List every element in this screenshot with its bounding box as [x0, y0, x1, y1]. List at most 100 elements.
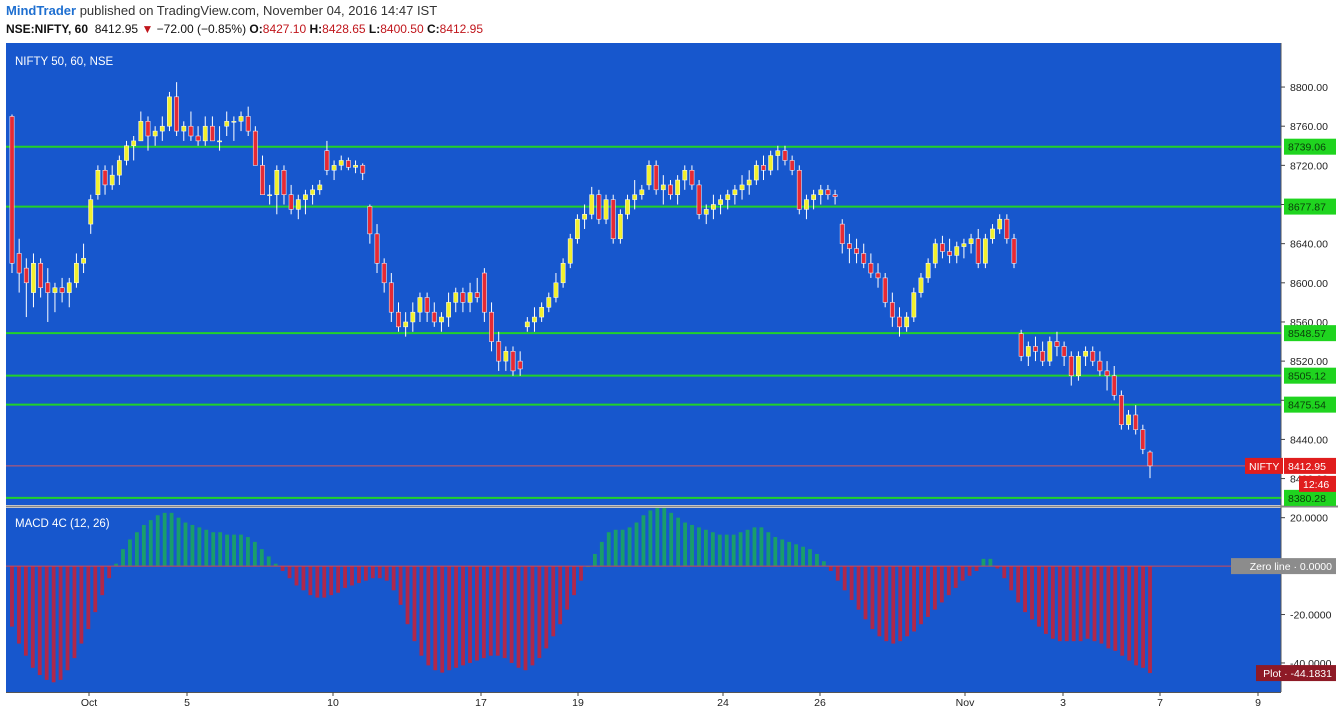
- candle: [174, 82, 180, 136]
- macd-bar: [86, 566, 91, 630]
- candle: [281, 165, 287, 205]
- candle: [1068, 351, 1074, 386]
- time-axis[interactable]: [6, 692, 1281, 714]
- author-link[interactable]: MindTrader: [6, 3, 77, 18]
- macd-bar: [204, 529, 209, 567]
- macd-tick-label: 20.0000: [1290, 513, 1328, 525]
- macd-bar: [211, 532, 216, 567]
- macd-bar: [169, 512, 174, 567]
- candle-body: [145, 121, 151, 137]
- candle-body: [252, 130, 258, 166]
- candle: [1140, 424, 1146, 455]
- candle-body: [854, 248, 859, 254]
- candle: [431, 302, 437, 327]
- macd-bar: [808, 549, 812, 567]
- candle-body: [1061, 346, 1067, 357]
- candle: [746, 170, 752, 195]
- plot-tag-text: Plot · -44.1831: [1263, 668, 1332, 680]
- candle: [345, 157, 351, 171]
- candle-body: [625, 199, 630, 215]
- candle-body: [310, 189, 316, 195]
- macd-bar: [287, 566, 292, 579]
- candle: [818, 184, 824, 205]
- candle: [832, 189, 838, 205]
- macd-bar: [905, 566, 910, 637]
- macd-bar: [801, 546, 805, 567]
- macd-bar: [10, 566, 14, 627]
- candle-body: [610, 199, 616, 240]
- candle-body: [1118, 395, 1124, 425]
- candle-body: [539, 307, 545, 318]
- candle: [560, 258, 566, 288]
- macd-bar: [766, 532, 771, 567]
- candle: [918, 273, 924, 298]
- candle-body: [303, 194, 308, 200]
- candle: [532, 307, 537, 332]
- candle-body: [596, 194, 602, 220]
- zero-line-tag-text: Zero line · 0.0000: [1250, 561, 1332, 573]
- candle-body: [660, 184, 666, 191]
- candle: [839, 219, 845, 254]
- open-label: O:: [249, 22, 263, 36]
- candle: [1047, 336, 1053, 367]
- time-tick-label: 17: [475, 697, 487, 709]
- candle-body: [954, 246, 960, 256]
- macd-bar: [370, 566, 375, 579]
- candle: [109, 165, 115, 190]
- candle-body: [367, 206, 373, 235]
- candle-body: [453, 292, 459, 303]
- candle-body: [124, 145, 129, 161]
- level-tag-1-bg: [1284, 198, 1336, 215]
- candle-body: [159, 125, 165, 132]
- candle: [582, 204, 587, 229]
- macd-bar: [794, 544, 799, 567]
- candle: [990, 224, 995, 244]
- macd-bar: [877, 566, 882, 637]
- candle: [947, 238, 952, 264]
- candle: [925, 258, 931, 283]
- macd-bar: [606, 532, 611, 567]
- macd-bar: [835, 566, 840, 581]
- candle-body: [1126, 414, 1131, 425]
- candle: [854, 238, 859, 264]
- ohlc-legend: NSE:NIFTY, 60 8412.95 ▼ −72.00 (−0.85%) …: [6, 22, 483, 36]
- candle-body: [1076, 355, 1081, 377]
- macd-bar: [79, 566, 84, 644]
- macd-bar: [44, 566, 49, 680]
- candle-body: [532, 316, 537, 323]
- candle-body: [675, 179, 681, 195]
- macd-bar: [988, 558, 993, 567]
- macd-bar: [141, 524, 146, 567]
- macd-bar: [350, 566, 354, 586]
- candle: [152, 126, 158, 146]
- macd-bar: [1127, 566, 1132, 661]
- macd-bar: [447, 566, 452, 671]
- macd-title: MACD 4C (12, 26): [15, 518, 110, 530]
- candle: [617, 209, 623, 244]
- candle: [517, 351, 523, 376]
- candle-body: [582, 214, 587, 220]
- macd-bar: [1134, 566, 1139, 666]
- macd-bar: [509, 566, 514, 663]
- candle: [968, 233, 974, 254]
- macd-bar: [357, 566, 361, 584]
- candle-body: [1047, 341, 1053, 362]
- last-symbol-tag-text: NIFTY: [1249, 461, 1279, 473]
- macd-bar: [960, 566, 965, 581]
- macd-bar: [565, 566, 570, 610]
- price-tick-label: 8760.00: [1290, 121, 1328, 133]
- candle-body: [1104, 370, 1110, 377]
- price-pane[interactable]: [6, 43, 1281, 505]
- time-tick-label: 5: [184, 697, 190, 709]
- macd-tick-label: -20.0000: [1290, 610, 1332, 622]
- candle: [789, 155, 795, 176]
- candle-body: [1033, 346, 1038, 352]
- macd-bar: [537, 566, 542, 659]
- candle: [932, 238, 938, 269]
- publish-text: published on TradingView.com, November 0…: [76, 3, 438, 18]
- candle-body: [152, 130, 158, 137]
- candle-body: [889, 302, 895, 318]
- macd-bar: [65, 566, 70, 671]
- macd-bar: [939, 566, 944, 603]
